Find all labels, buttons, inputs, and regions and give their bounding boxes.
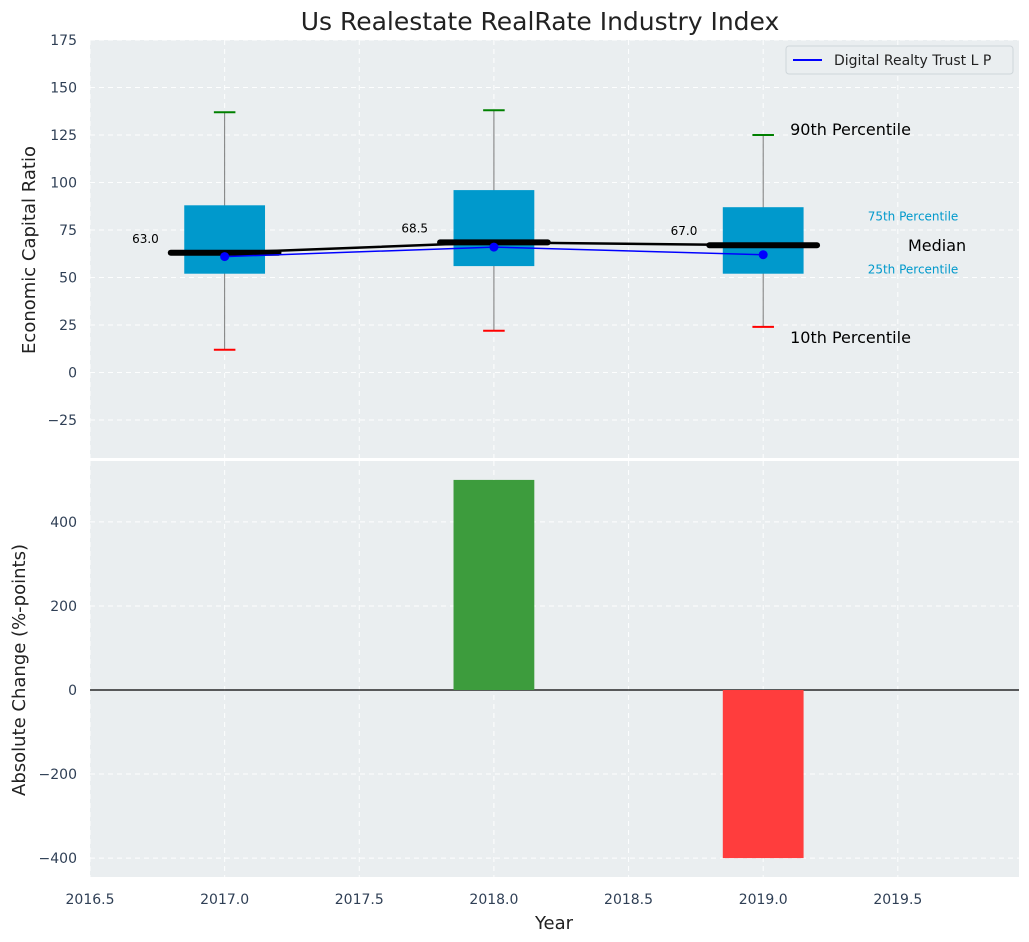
iqr-box xyxy=(722,207,804,274)
bottom-y-tick-label: 0 xyxy=(68,683,77,699)
series-point xyxy=(220,252,230,262)
iqr-box xyxy=(184,205,266,274)
bottom-y-axis-label: Absolute Change (%-points) xyxy=(9,544,30,796)
x-tick-label: 2017.0 xyxy=(200,892,249,908)
top-y-tick-label: 150 xyxy=(50,81,77,97)
x-tick-label: 2016.5 xyxy=(66,892,115,908)
change-bar xyxy=(453,479,535,691)
x-axis-label: Year xyxy=(534,913,574,934)
p75-annotation: 75th Percentile xyxy=(868,210,959,224)
top-y-tick-label: 175 xyxy=(50,33,77,49)
top-y-tick-label: 0 xyxy=(68,366,77,382)
x-tick-label: 2017.5 xyxy=(335,892,384,908)
median-annotation: Median xyxy=(908,236,966,255)
x-tick-label: 2018.5 xyxy=(604,892,653,908)
p90-annotation: 90th Percentile xyxy=(790,120,911,139)
median-value-label: 68.5 xyxy=(401,221,428,235)
top-y-tick-label: 75 xyxy=(59,223,77,239)
series-point xyxy=(489,242,499,252)
top-y-tick-label: 25 xyxy=(59,318,77,334)
top-y-tick-label: 100 xyxy=(50,176,77,192)
bottom-y-tick-label: −400 xyxy=(39,851,77,867)
top-y-tick-label: −25 xyxy=(47,413,77,429)
bottom-plot-area xyxy=(90,461,1019,877)
bottom-y-tick-label: 400 xyxy=(50,515,77,531)
chart-title: Us Realestate RealRate Industry Index xyxy=(301,7,780,36)
top-y-tick-label: 125 xyxy=(50,128,77,144)
series-point xyxy=(758,250,768,260)
top-y-tick-label: 50 xyxy=(59,271,77,287)
p25-annotation: 25th Percentile xyxy=(868,263,959,277)
median-value-label: 63.0 xyxy=(132,232,159,246)
legend: Digital Realty Trust L P xyxy=(785,45,1014,75)
change-bar xyxy=(722,690,804,859)
iqr-box xyxy=(453,190,535,267)
x-tick-label: 2019.0 xyxy=(739,892,788,908)
x-tick-label: 2019.5 xyxy=(873,892,922,908)
p10-annotation: 10th Percentile xyxy=(790,328,911,347)
bottom-y-tick-label: 200 xyxy=(50,599,77,615)
top-y-axis-label: Economic Capital Ratio xyxy=(19,146,40,354)
bottom-y-tick-label: −200 xyxy=(39,767,77,783)
x-tick-label: 2018.0 xyxy=(469,892,518,908)
median-value-label: 67.0 xyxy=(671,224,698,238)
legend-entry: Digital Realty Trust L P xyxy=(834,53,991,69)
median-trend-line xyxy=(224,241,764,255)
